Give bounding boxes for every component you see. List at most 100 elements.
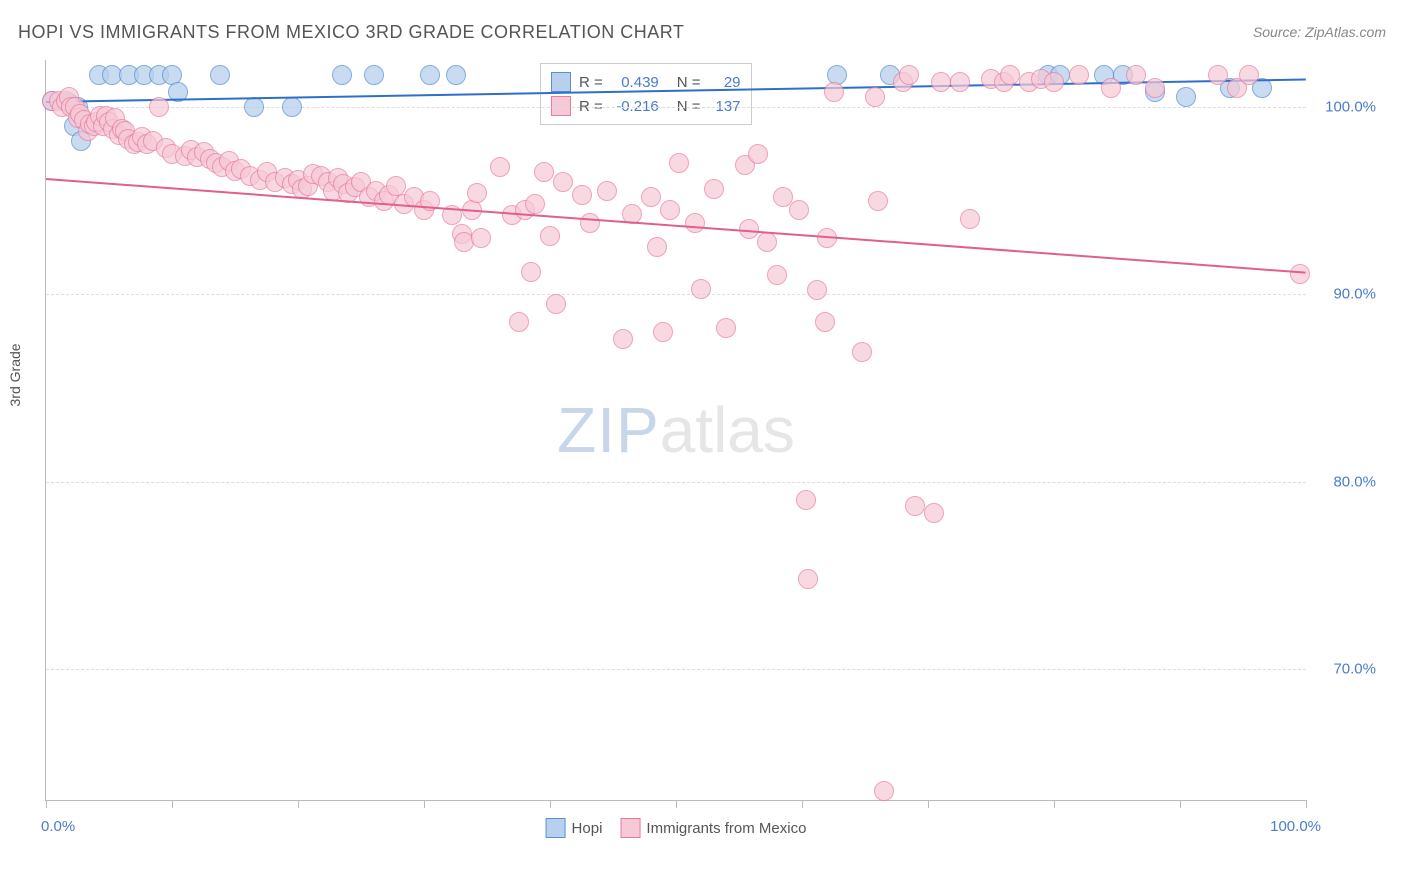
data-point bbox=[1208, 65, 1228, 85]
data-point bbox=[1239, 65, 1259, 85]
data-point bbox=[868, 191, 888, 211]
series-swatch bbox=[551, 72, 571, 92]
data-point bbox=[540, 226, 560, 246]
watermark: ZIPatlas bbox=[557, 393, 795, 467]
correlation-stats-box: R =0.439N =29R =-0.216N =137 bbox=[540, 63, 752, 125]
data-point bbox=[1126, 65, 1146, 85]
data-point bbox=[824, 82, 844, 102]
data-point bbox=[467, 183, 487, 203]
data-point bbox=[1145, 78, 1165, 98]
x-tick bbox=[1054, 800, 1055, 808]
legend-item: Immigrants from Mexico bbox=[620, 818, 806, 838]
data-point bbox=[716, 318, 736, 338]
y-axis-title: 3rd Grade bbox=[7, 343, 23, 406]
data-point bbox=[874, 781, 894, 801]
r-label: R = bbox=[579, 74, 603, 91]
data-point bbox=[521, 262, 541, 282]
data-point bbox=[691, 279, 711, 299]
legend-swatch bbox=[620, 818, 640, 838]
data-point bbox=[807, 280, 827, 300]
data-point bbox=[210, 65, 230, 85]
r-value: 0.439 bbox=[611, 74, 659, 91]
source-attribution: Source: ZipAtlas.com bbox=[1253, 24, 1386, 40]
data-point bbox=[789, 200, 809, 220]
x-tick bbox=[46, 800, 47, 808]
data-point bbox=[647, 237, 667, 257]
y-tick-label: 100.0% bbox=[1325, 98, 1376, 115]
data-point bbox=[420, 65, 440, 85]
data-point bbox=[364, 65, 384, 85]
data-point bbox=[748, 144, 768, 164]
data-point bbox=[960, 209, 980, 229]
y-tick-label: 90.0% bbox=[1333, 286, 1376, 303]
data-point bbox=[685, 213, 705, 233]
data-point bbox=[332, 65, 352, 85]
gridline bbox=[46, 482, 1306, 483]
y-tick-label: 70.0% bbox=[1333, 660, 1376, 677]
x-tick bbox=[1180, 800, 1181, 808]
data-point bbox=[534, 162, 554, 182]
data-point bbox=[815, 312, 835, 332]
data-point bbox=[660, 200, 680, 220]
data-point bbox=[641, 187, 661, 207]
data-point bbox=[704, 179, 724, 199]
data-point bbox=[1101, 78, 1121, 98]
data-point bbox=[471, 228, 491, 248]
x-axis-max-label: 100.0% bbox=[1270, 818, 1321, 835]
gridline bbox=[46, 294, 1306, 295]
gridline bbox=[46, 107, 1306, 108]
data-point bbox=[509, 312, 529, 332]
data-point bbox=[865, 87, 885, 107]
data-point bbox=[931, 72, 951, 92]
data-point bbox=[572, 185, 592, 205]
x-tick bbox=[550, 800, 551, 808]
data-point bbox=[757, 232, 777, 252]
source-prefix: Source: bbox=[1253, 24, 1305, 40]
legend-label: Hopi bbox=[572, 820, 603, 837]
data-point bbox=[490, 157, 510, 177]
data-point bbox=[899, 65, 919, 85]
legend-item: Hopi bbox=[546, 818, 603, 838]
data-point bbox=[244, 97, 264, 117]
data-point bbox=[924, 503, 944, 523]
data-point bbox=[282, 97, 302, 117]
watermark-atlas: atlas bbox=[660, 394, 795, 466]
trend-line bbox=[46, 178, 1306, 274]
data-point bbox=[798, 569, 818, 589]
data-point bbox=[767, 265, 787, 285]
data-point bbox=[553, 172, 573, 192]
n-label: N = bbox=[677, 74, 701, 91]
data-point bbox=[653, 322, 673, 342]
chart-plot-area: ZIPatlas 0.0% 100.0% R =0.439N =29R =-0.… bbox=[45, 60, 1306, 801]
data-point bbox=[1000, 65, 1020, 85]
data-point bbox=[669, 153, 689, 173]
y-tick-label: 80.0% bbox=[1333, 473, 1376, 490]
data-point bbox=[149, 97, 169, 117]
x-tick bbox=[1306, 800, 1307, 808]
data-point bbox=[796, 490, 816, 510]
legend: Hopi Immigrants from Mexico bbox=[546, 818, 807, 838]
data-point bbox=[525, 194, 545, 214]
data-point bbox=[613, 329, 633, 349]
x-tick bbox=[424, 800, 425, 808]
watermark-zip: ZIP bbox=[557, 394, 660, 466]
data-point bbox=[1069, 65, 1089, 85]
chart-title: HOPI VS IMMIGRANTS FROM MEXICO 3RD GRADE… bbox=[18, 22, 684, 43]
data-point bbox=[905, 496, 925, 516]
gridline bbox=[46, 669, 1306, 670]
data-point bbox=[446, 65, 466, 85]
data-point bbox=[852, 342, 872, 362]
data-point bbox=[1176, 87, 1196, 107]
x-axis-min-label: 0.0% bbox=[41, 818, 75, 835]
data-point bbox=[580, 213, 600, 233]
x-tick bbox=[298, 800, 299, 808]
data-point bbox=[950, 72, 970, 92]
data-point bbox=[739, 219, 759, 239]
x-tick bbox=[676, 800, 677, 808]
data-point bbox=[546, 294, 566, 314]
x-tick bbox=[172, 800, 173, 808]
legend-swatch bbox=[546, 818, 566, 838]
x-tick bbox=[928, 800, 929, 808]
data-point bbox=[597, 181, 617, 201]
data-point bbox=[1044, 72, 1064, 92]
